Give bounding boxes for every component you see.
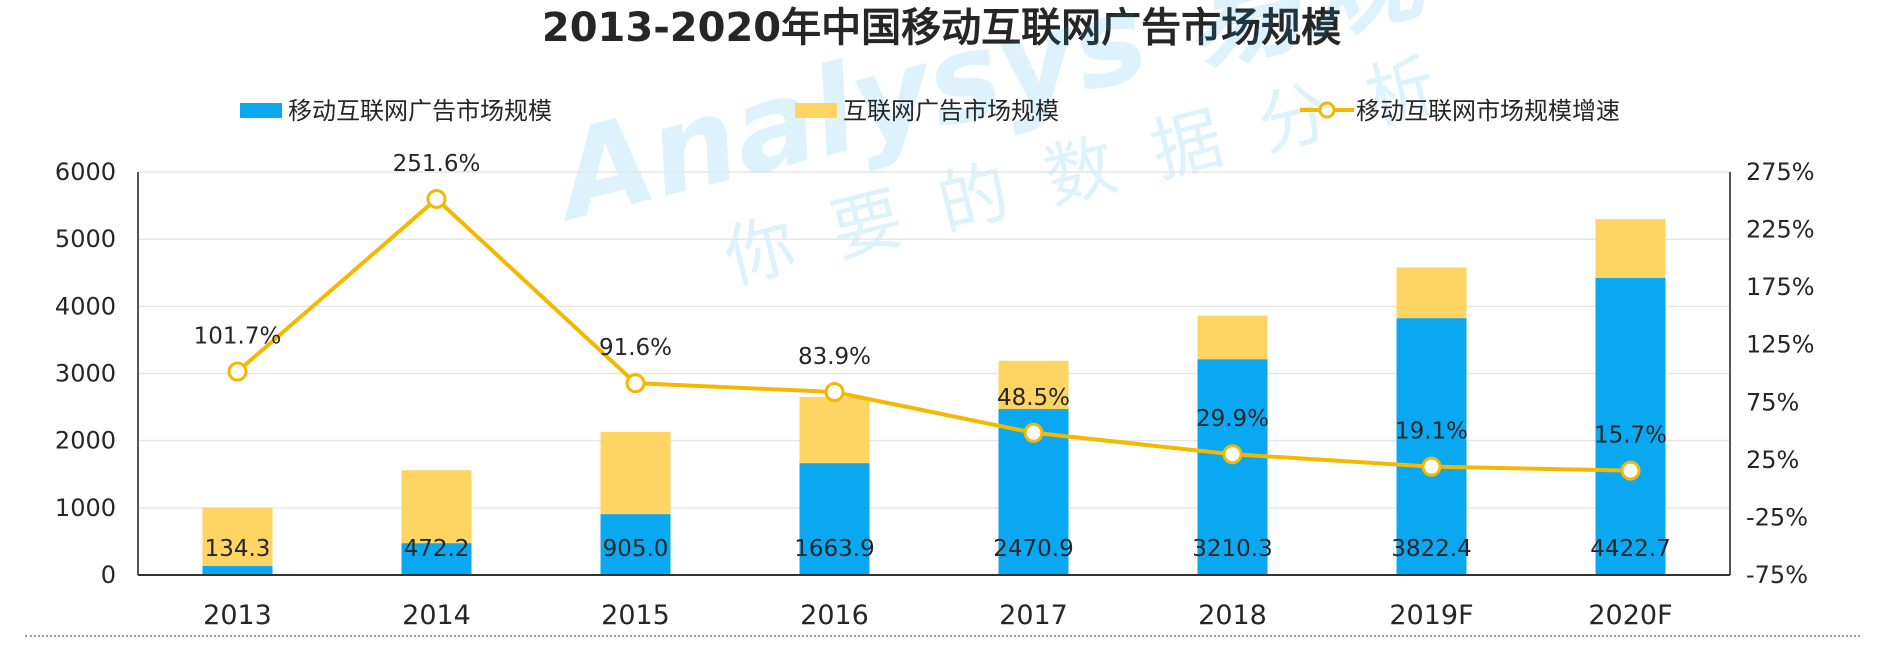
bar-mobile [202, 565, 273, 575]
y-left-tick-label: 0 [101, 561, 116, 589]
y-right-tick-label: -25% [1746, 503, 1808, 531]
y-left-tick-label: 2000 [55, 427, 116, 455]
y-right-tick-label: 125% [1746, 331, 1815, 359]
growth-point [1023, 422, 1044, 443]
growth-point [1222, 444, 1243, 465]
growth-value-label: 101.7% [194, 324, 282, 350]
x-tick-label: 2014 [402, 600, 471, 631]
bar-value-label: 4422.7 [1590, 536, 1670, 562]
bar-value-label: 1663.9 [794, 536, 874, 562]
growth-value-label: 91.6% [599, 335, 672, 361]
y-right-tick-label: 225% [1746, 216, 1815, 244]
y-left-tick-label: 1000 [55, 494, 116, 522]
x-tick-label: 2015 [601, 600, 670, 631]
x-tick-label: 2020F [1588, 600, 1672, 631]
y-left-tick-label: 3000 [55, 360, 116, 388]
y-right-tick-label: 75% [1746, 388, 1799, 416]
y-right-tick-label: 175% [1746, 273, 1815, 301]
y-right-tick-label: 25% [1746, 446, 1799, 474]
growth-point [426, 188, 447, 209]
growth-value-label: 29.9% [1196, 406, 1269, 432]
legend-label-growth: 移动互联网市场规模增速 [1356, 97, 1620, 125]
y-right-tick-label: -75% [1746, 561, 1808, 589]
grid [138, 171, 1730, 509]
legend-marker-growth [1318, 101, 1336, 119]
bar-mobile [600, 514, 671, 575]
growth-point [1620, 460, 1641, 481]
footer-divider [25, 635, 1860, 637]
growth-value-label: 251.6% [393, 151, 481, 177]
x-tick-label: 2013 [203, 600, 272, 631]
growth-point [227, 361, 248, 382]
growth-value-label: 19.1% [1395, 419, 1468, 445]
legend: 移动互联网广告市场规模 互联网广告市场规模 移动互联网市场规模增速 [240, 97, 1620, 125]
chart-title: 2013-2020年中国移动互联网广告市场规模 [541, 5, 1342, 51]
bars [202, 219, 1666, 575]
y-left-tick-label: 5000 [55, 225, 116, 253]
x-tick-label: 2019F [1389, 600, 1473, 631]
bar-mobile [1595, 277, 1666, 575]
bar-mobile [1396, 318, 1467, 575]
y-right-tick-label: 275% [1746, 158, 1815, 186]
bar-internet [202, 507, 273, 575]
legend-label-mobile: 移动互联网广告市场规模 [288, 97, 552, 125]
legend-swatch-internet [795, 103, 837, 118]
bar-value-label: 134.3 [205, 536, 271, 562]
growth-point [625, 373, 646, 394]
y-left-tick-label: 4000 [55, 292, 116, 320]
bar-value-label: 472.2 [404, 536, 470, 562]
bar-value-label: 3822.4 [1391, 536, 1471, 562]
growth-value-label: 15.7% [1594, 423, 1667, 449]
y-left-tick-label: 6000 [55, 158, 116, 186]
growth-value-label: 48.5% [997, 385, 1070, 411]
bar-value-label: 3210.3 [1192, 536, 1272, 562]
growth-polyline [236, 196, 1631, 473]
axes: 0 1000 2000 3000 4000 5000 6000 -75% -25% 25% 75% 1… [55, 158, 1815, 631]
bar-value-label: 2470.9 [993, 536, 1073, 562]
x-tick-label: 2018 [1198, 600, 1267, 631]
growth-point [824, 382, 845, 403]
bar-mobile [799, 463, 870, 575]
bar-value-label: 905.0 [603, 536, 669, 562]
growth-point [1421, 456, 1442, 477]
legend-swatch-mobile [240, 103, 282, 118]
bar-mobile [1197, 359, 1268, 575]
bar-mobile [401, 543, 472, 575]
x-tick-label: 2017 [999, 600, 1068, 631]
growth-value-label: 83.9% [798, 344, 871, 370]
data-labels: 134.3 472.2 905.0 1663.9 2470.9 3210.3 3822.4 4… [194, 151, 1671, 562]
legend-label-internet: 互联网广告市场规模 [843, 97, 1059, 125]
growth-line [227, 188, 1641, 481]
x-tick-label: 2016 [800, 600, 869, 631]
